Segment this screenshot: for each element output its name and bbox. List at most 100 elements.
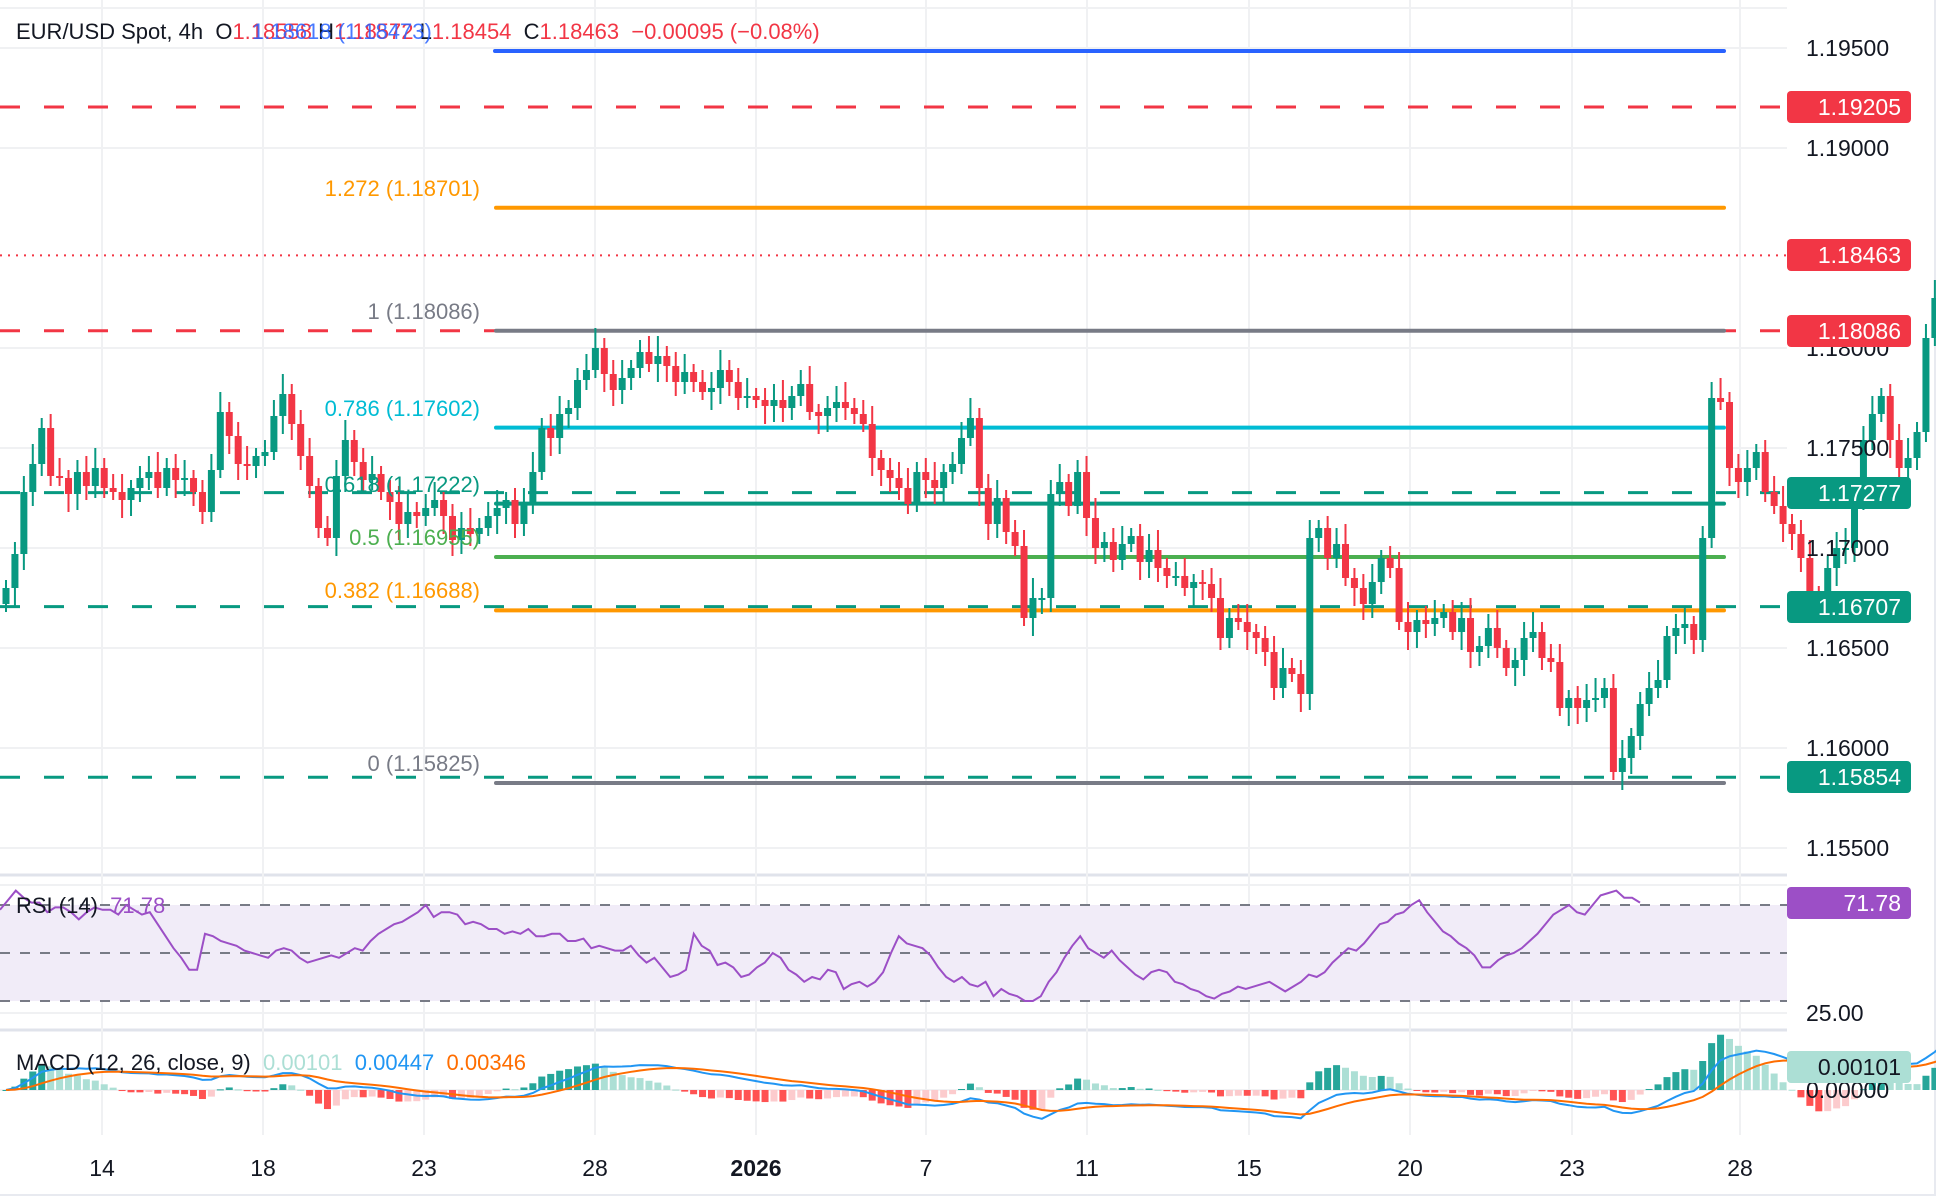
high-value: 1.18572 — [333, 19, 414, 44]
macd-histogram-bar — [1859, 1089, 1867, 1091]
time-tick-label: 11 — [1075, 1155, 1099, 1181]
macd-histogram-bar — [859, 1090, 867, 1098]
candle-body — [261, 452, 269, 456]
macd-histogram-bar — [627, 1077, 635, 1090]
overlay-legend: 1.18618 (1.18473) — [252, 19, 432, 45]
macd-histogram-bar — [815, 1090, 823, 1100]
candle-body — [1136, 536, 1144, 562]
macd-histogram-bar — [654, 1082, 662, 1090]
macd-histogram-bar — [591, 1063, 599, 1090]
candle-body — [1788, 524, 1796, 534]
candle-body — [386, 492, 394, 502]
candle-body — [761, 400, 769, 406]
candle-body — [306, 456, 314, 486]
symbol-legend[interactable]: EUR/USD Spot, 4h O1.18558 H1.18572 L1.18… — [16, 19, 820, 45]
candle-body — [332, 476, 340, 538]
symbol-title[interactable]: EUR/USD Spot, 4h — [16, 19, 204, 44]
candle-body — [743, 396, 751, 398]
price-tag: 1.19205 — [1787, 91, 1911, 123]
macd-histogram-bar — [582, 1065, 590, 1090]
candle-body — [20, 492, 28, 554]
macd-histogram-bar — [520, 1087, 528, 1090]
macd-histogram-bar — [1127, 1087, 1135, 1090]
macd-histogram-bar — [636, 1078, 644, 1090]
macd-histogram-bar — [359, 1090, 367, 1098]
macd-histogram-bar — [1654, 1084, 1662, 1090]
macd-histogram-bar — [1922, 1075, 1930, 1090]
macd-histogram-bar — [663, 1085, 671, 1090]
candle-body — [1252, 632, 1260, 638]
price-tick-label: 1.17500 — [1806, 435, 1890, 461]
macd-histogram-bar — [190, 1090, 198, 1096]
macd-histogram-bar — [1904, 1083, 1912, 1090]
candle-body — [993, 498, 1001, 524]
macd-histogram-bar — [1842, 1090, 1850, 1107]
candle-body — [824, 408, 832, 416]
candle-body — [1842, 548, 1850, 550]
macd-histogram-bar — [127, 1090, 135, 1093]
macd-histogram-bar — [797, 1090, 805, 1098]
candle-body — [1922, 338, 1930, 432]
candle-body — [797, 384, 805, 396]
candle-body — [1154, 550, 1162, 568]
macd-histogram-bar — [940, 1090, 948, 1098]
candle-body — [1484, 628, 1492, 646]
macd-histogram-bar — [1011, 1090, 1019, 1100]
candle-body — [234, 436, 242, 464]
candle-body — [198, 492, 206, 512]
rsi-legend[interactable]: RSI (14) 71.78 — [16, 893, 165, 919]
macd-histogram-bar — [1047, 1090, 1055, 1098]
candle-body — [1208, 584, 1216, 598]
macd-histogram-bar — [243, 1090, 251, 1092]
macd-histogram-bar — [1368, 1076, 1376, 1090]
candle-body — [1475, 646, 1483, 652]
candle-body — [422, 508, 430, 516]
macd-histogram-bar — [1422, 1090, 1430, 1093]
macd-histogram-bar — [725, 1090, 733, 1099]
candle-body — [341, 440, 349, 476]
macd-histogram-bar — [297, 1089, 305, 1091]
macd-histogram-bar — [1851, 1090, 1859, 1100]
macd-histogram-bar — [1216, 1090, 1224, 1097]
macd-histogram-bar — [1502, 1090, 1510, 1097]
macd-histogram-bar — [216, 1089, 224, 1091]
macd-histogram-bar — [1020, 1090, 1028, 1108]
macd-histogram-bar — [672, 1089, 680, 1091]
macd-histogram-bar — [984, 1090, 992, 1093]
macd-axis-tag-text: 0.00101 — [1817, 1054, 1901, 1080]
macd-histogram-bar — [1511, 1090, 1519, 1097]
macd-histogram-bar — [1699, 1061, 1707, 1090]
candle-body — [1279, 668, 1287, 688]
macd-histogram-bar — [1002, 1090, 1010, 1097]
candle-body — [940, 472, 948, 488]
macd-histogram-bar — [1065, 1084, 1073, 1090]
candle-body — [654, 356, 662, 364]
macd-histogram-bar — [779, 1090, 787, 1102]
macd-histogram-bar — [895, 1090, 903, 1107]
candle-body — [1083, 472, 1091, 518]
candle-body — [1886, 396, 1894, 440]
candle-body — [1877, 396, 1885, 414]
candle-body — [1797, 534, 1805, 558]
fib-label-0.382: 0.382 (1.16688) — [324, 578, 480, 604]
candle-body — [984, 488, 992, 524]
macd-histogram-bar — [949, 1090, 957, 1095]
candle-body — [1333, 544, 1341, 558]
candle-body — [913, 472, 921, 504]
macd-histogram-bar — [1172, 1090, 1180, 1092]
macd-histogram-bar — [1181, 1090, 1189, 1093]
candle-body — [1502, 648, 1510, 668]
macd-histogram-bar — [1083, 1079, 1091, 1090]
candle-body — [1422, 620, 1430, 624]
candle-body — [886, 470, 894, 478]
macd-histogram-bar — [975, 1087, 983, 1090]
candle-body — [958, 438, 966, 464]
macd-legend[interactable]: MACD (12, 26, close, 9) 0.00101 0.00447 … — [16, 1050, 526, 1076]
macd-histogram-bar — [904, 1090, 912, 1108]
candle-body — [868, 424, 876, 458]
macd-histogram-bar — [1234, 1090, 1242, 1096]
candle-body — [1109, 542, 1117, 560]
macd-histogram-bar — [377, 1090, 385, 1098]
macd-histogram-bar — [1333, 1065, 1341, 1090]
